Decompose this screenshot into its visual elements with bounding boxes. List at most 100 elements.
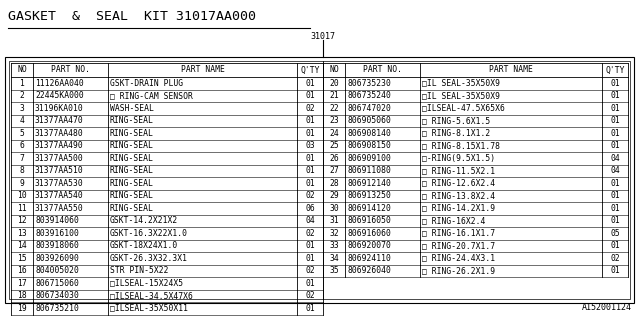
Text: 15: 15 <box>17 254 27 263</box>
Text: □ RING-16.1X1.7: □ RING-16.1X1.7 <box>422 229 495 238</box>
Text: 01: 01 <box>305 79 315 88</box>
Text: PART NO.: PART NO. <box>51 66 90 75</box>
Text: 01: 01 <box>610 141 620 150</box>
Text: 03: 03 <box>305 141 315 150</box>
Bar <box>5 57 634 303</box>
Text: 01: 01 <box>610 129 620 138</box>
Text: □ RING-11.5X2.1: □ RING-11.5X2.1 <box>422 166 495 175</box>
Text: 31377AA540: 31377AA540 <box>35 191 84 200</box>
Text: 4: 4 <box>20 116 24 125</box>
Text: 22: 22 <box>329 104 339 113</box>
Text: RING-SEAL: RING-SEAL <box>110 179 154 188</box>
Text: 31377AA550: 31377AA550 <box>35 204 84 213</box>
Text: STR PIN-5X22: STR PIN-5X22 <box>110 266 168 275</box>
Text: 806905060: 806905060 <box>347 116 391 125</box>
Text: 02: 02 <box>305 291 315 300</box>
Text: RING-SEAL: RING-SEAL <box>110 129 154 138</box>
Text: 806735210: 806735210 <box>35 304 79 313</box>
Text: RING-SEAL: RING-SEAL <box>110 204 154 213</box>
Text: 806924110: 806924110 <box>347 254 391 263</box>
Text: 806920070: 806920070 <box>347 241 391 250</box>
Text: 01: 01 <box>610 191 620 200</box>
Text: 803918060: 803918060 <box>35 241 79 250</box>
Text: 5: 5 <box>20 129 24 138</box>
Text: 01: 01 <box>305 304 315 313</box>
Text: 04: 04 <box>610 166 620 175</box>
Text: 04: 04 <box>610 154 620 163</box>
Text: 16: 16 <box>17 266 27 275</box>
Text: 01: 01 <box>610 216 620 225</box>
Text: RING-SEAL: RING-SEAL <box>110 141 154 150</box>
Text: 2: 2 <box>20 91 24 100</box>
Text: 23: 23 <box>329 116 339 125</box>
Text: 31377AA490: 31377AA490 <box>35 141 84 150</box>
Text: 01: 01 <box>305 129 315 138</box>
Text: 12: 12 <box>17 216 27 225</box>
Text: 18: 18 <box>17 291 27 300</box>
Text: 806912140: 806912140 <box>347 179 391 188</box>
Text: 28: 28 <box>329 179 339 188</box>
Text: □ RING-8.1X1.2: □ RING-8.1X1.2 <box>422 129 490 138</box>
Text: 806916050: 806916050 <box>347 216 391 225</box>
Text: 35: 35 <box>329 266 339 275</box>
Text: 11126AA040: 11126AA040 <box>35 79 84 88</box>
Text: 1: 1 <box>20 79 24 88</box>
Text: GSKT-16.3X22X1.0: GSKT-16.3X22X1.0 <box>110 229 188 238</box>
Text: 31377AA510: 31377AA510 <box>35 166 84 175</box>
Text: 806914120: 806914120 <box>347 204 391 213</box>
Text: 01: 01 <box>305 91 315 100</box>
Text: 30: 30 <box>329 204 339 213</box>
Text: 9: 9 <box>20 179 24 188</box>
Text: □ RING-14.2X1.9: □ RING-14.2X1.9 <box>422 204 495 213</box>
Text: 01: 01 <box>305 254 315 263</box>
Text: 803926090: 803926090 <box>35 254 79 263</box>
Text: 806908140: 806908140 <box>347 129 391 138</box>
Text: 17: 17 <box>17 279 27 288</box>
Text: □ RING-20.7X1.7: □ RING-20.7X1.7 <box>422 241 495 250</box>
Text: 02: 02 <box>610 254 620 263</box>
Text: 06: 06 <box>305 204 315 213</box>
Text: GASKET  &  SEAL  KIT 31017AA000: GASKET & SEAL KIT 31017AA000 <box>8 10 256 23</box>
Text: 29: 29 <box>329 191 339 200</box>
Text: □ILSEAL-35X50X11: □ILSEAL-35X50X11 <box>110 304 188 313</box>
Text: Q'TY: Q'TY <box>300 66 320 75</box>
Text: 01: 01 <box>305 241 315 250</box>
Text: A152001124: A152001124 <box>582 303 632 312</box>
Text: 33: 33 <box>329 241 339 250</box>
Text: 806747020: 806747020 <box>347 104 391 113</box>
Text: □ILSEAL-34.5X47X6: □ILSEAL-34.5X47X6 <box>110 291 193 300</box>
Text: □ RING-8.15X1.78: □ RING-8.15X1.78 <box>422 141 500 150</box>
Text: 804005020: 804005020 <box>35 266 79 275</box>
Text: □IL SEAL-35X50X9: □IL SEAL-35X50X9 <box>422 79 500 88</box>
Text: 7: 7 <box>20 154 24 163</box>
Text: NO: NO <box>329 66 339 75</box>
Text: □ILSEAL-47.5X65X6: □ILSEAL-47.5X65X6 <box>422 104 505 113</box>
Text: 806735230: 806735230 <box>347 79 391 88</box>
Text: 02: 02 <box>305 266 315 275</box>
Text: 01: 01 <box>305 154 315 163</box>
Text: 32: 32 <box>329 229 339 238</box>
Text: 01: 01 <box>610 91 620 100</box>
Text: □ RING-24.4X3.1: □ RING-24.4X3.1 <box>422 254 495 263</box>
Text: 31377AA530: 31377AA530 <box>35 179 84 188</box>
Text: 21: 21 <box>329 91 339 100</box>
Text: PART NAME: PART NAME <box>180 66 225 75</box>
Text: □ RING-CAM SENSOR: □ RING-CAM SENSOR <box>110 91 193 100</box>
Text: 8: 8 <box>20 166 24 175</box>
Text: 01: 01 <box>610 241 620 250</box>
Text: 803914060: 803914060 <box>35 216 79 225</box>
Text: 806908150: 806908150 <box>347 141 391 150</box>
Text: 26: 26 <box>329 154 339 163</box>
Text: GSKT-DRAIN PLUG: GSKT-DRAIN PLUG <box>110 79 183 88</box>
Text: 806916060: 806916060 <box>347 229 391 238</box>
Text: WASH-SEAL: WASH-SEAL <box>110 104 154 113</box>
Text: GSKT-14.2X21X2: GSKT-14.2X21X2 <box>110 216 179 225</box>
Text: 14: 14 <box>17 241 27 250</box>
Text: 05: 05 <box>610 229 620 238</box>
Text: RING-SEAL: RING-SEAL <box>110 191 154 200</box>
Text: 806926040: 806926040 <box>347 266 391 275</box>
Text: PART NAME: PART NAME <box>489 66 533 75</box>
Text: 24: 24 <box>329 129 339 138</box>
Text: 01: 01 <box>305 116 315 125</box>
Text: □ILSEAL-15X24X5: □ILSEAL-15X24X5 <box>110 279 183 288</box>
